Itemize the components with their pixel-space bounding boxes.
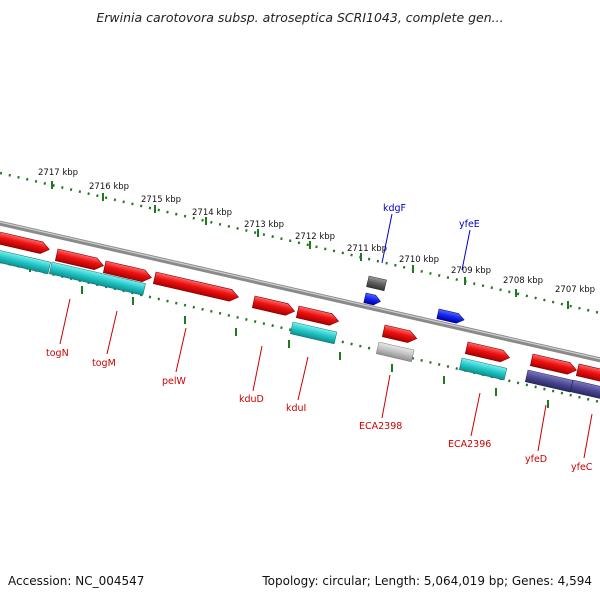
ruler-label: 2712 kbp: [295, 232, 335, 242]
ruler-label: 2715 kbp: [141, 195, 181, 205]
gene-label-togM[interactable]: togM: [92, 358, 116, 369]
cds-bar-cyan[interactable]: [290, 321, 338, 345]
ruler-label: 2716 kbp: [89, 182, 129, 192]
gene-label-ECA2398[interactable]: ECA2398: [359, 421, 402, 432]
leader-line: [470, 392, 481, 437]
gene-arrow-red[interactable]: [464, 341, 511, 364]
leader-line: [381, 213, 393, 264]
leader-line: [59, 298, 71, 345]
gene-arrow-red[interactable]: [575, 363, 600, 383]
gene-arrow-red[interactable]: [54, 248, 104, 271]
ruler-label: 2717 kbp: [38, 168, 78, 178]
pseudo-gene-bar-gray[interactable]: [376, 341, 415, 363]
leader-line: [252, 345, 263, 392]
cds-bar-cyan[interactable]: [459, 357, 508, 381]
gene-arrow-red[interactable]: [0, 231, 51, 256]
ruler-label: 2714 kbp: [192, 208, 232, 218]
ruler-label: 2708 kbp: [503, 276, 543, 286]
ruler-label: 2709 kbp: [451, 266, 491, 276]
genome-summary: Topology: circular; Length: 5,064,019 bp…: [262, 574, 592, 588]
cds-bar-cyan[interactable]: [0, 249, 51, 275]
gene-label-ECA2396[interactable]: ECA2396: [448, 439, 491, 450]
leader-line: [381, 374, 391, 419]
leader-line: [461, 229, 471, 271]
ruler-top-ticks: [51, 181, 569, 309]
gene-arrow-red[interactable]: [529, 353, 578, 376]
gene-label-kdgF[interactable]: kdgF: [383, 203, 406, 214]
gene-label-kduI[interactable]: kduI: [286, 403, 306, 414]
accession-label: Accession: NC_004547: [8, 574, 145, 588]
gene-arrow-red[interactable]: [381, 324, 418, 344]
gene-label-yfeD[interactable]: yfeD: [525, 454, 547, 465]
cds-bar-cyan[interactable]: [49, 261, 146, 296]
gene-label-togN[interactable]: togN: [46, 348, 69, 359]
genome-backbone-highlight: [0, 221, 600, 360]
cds-bar-purple[interactable]: [570, 379, 600, 400]
gene-arrow-blue[interactable]: [436, 308, 466, 325]
leader-line: [175, 327, 187, 373]
leader-line: [583, 413, 593, 459]
gene-label-kduD[interactable]: kduD: [239, 394, 264, 405]
gene-arrow-red[interactable]: [251, 295, 296, 317]
gene-features[interactable]: [0, 231, 600, 400]
genome-title: Erwinia carotovora subsp. atroseptica SC…: [96, 10, 504, 25]
gene-arrow-red[interactable]: [152, 271, 239, 303]
ruler-label: 2707 kbp: [555, 285, 595, 295]
leader-line: [537, 404, 547, 452]
ruler-top-line: [0, 171, 600, 315]
gene-label-pelW[interactable]: pelW: [162, 376, 187, 387]
gene-block-dark-gray[interactable]: [366, 275, 387, 292]
leader-line: [297, 356, 309, 401]
gene-label-yfeC[interactable]: yfeC: [571, 462, 593, 473]
gene-arrow-red[interactable]: [102, 260, 152, 283]
ruler-label: 2710 kbp: [399, 255, 439, 265]
genome-backbone: [0, 220, 600, 363]
ruler-label: 2713 kbp: [244, 220, 284, 230]
ruler-label: 2711 kbp: [347, 244, 387, 254]
gene-arrow-blue[interactable]: [363, 292, 382, 306]
gene-label-yfeE[interactable]: yfeE: [459, 219, 480, 230]
leader-line: [106, 310, 118, 355]
gene-arrow-red[interactable]: [295, 305, 340, 327]
